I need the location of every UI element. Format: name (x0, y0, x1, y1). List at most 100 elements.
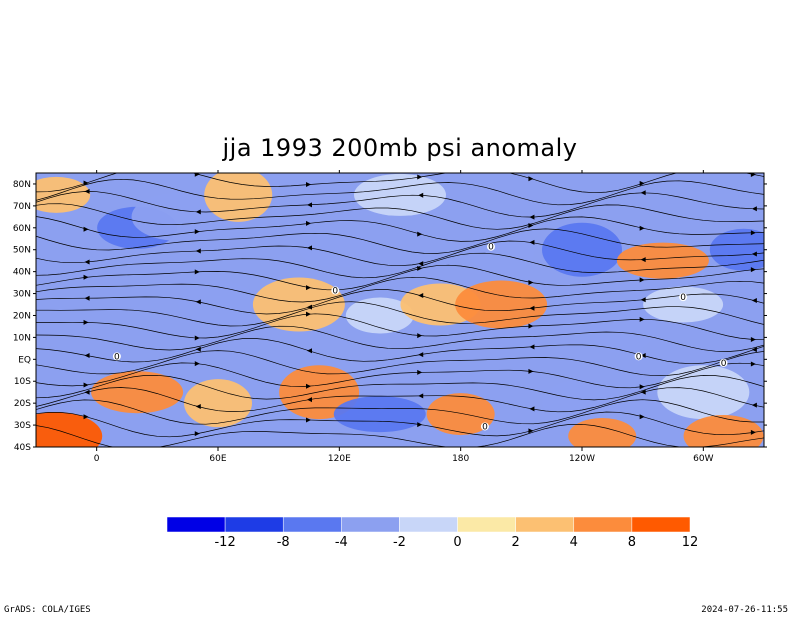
anomaly-cell (588, 299, 657, 354)
x-tick-label: 60E (209, 454, 226, 464)
streamline (36, 374, 764, 401)
streamline-arrow (194, 173, 200, 177)
anomaly-cell (709, 228, 764, 271)
streamline-arrow (751, 402, 757, 408)
streamline-arrow (528, 368, 534, 374)
streamline-arrow (640, 190, 646, 196)
streamline (36, 228, 764, 254)
anomaly-cell (252, 277, 345, 332)
contour-label-bg (679, 293, 688, 302)
streamline-arrow (418, 352, 424, 358)
streamline-arrow (529, 239, 535, 245)
streamline-arrow (83, 180, 89, 186)
colorbar-swatch (457, 516, 516, 533)
streamline-arrow (640, 297, 646, 303)
colorbar-swatch (282, 516, 342, 533)
colorbar-swatch (515, 516, 575, 533)
streamline-arrow (84, 295, 90, 301)
streamline-arrow (529, 214, 535, 220)
streamline-arrow (306, 311, 311, 317)
streamline-arrow (418, 393, 424, 399)
y-tick-label: 20N (13, 311, 31, 321)
streamline-arrow (306, 182, 311, 188)
y-tick-label: 70N (13, 202, 31, 212)
colorbar-swatch (224, 516, 284, 533)
contour-label: 0 (680, 293, 686, 303)
footer-credit: GrADS: COLA/IGES (4, 605, 91, 615)
streamline (36, 423, 764, 447)
streamline-arrow (194, 335, 200, 341)
anomaly-cell (455, 280, 548, 329)
streamline-arrow (417, 369, 423, 375)
contour-label: 0 (114, 352, 120, 362)
streamline-arrow (750, 173, 756, 177)
streamline-arrow (195, 403, 201, 409)
x-tick-label: 180 (452, 454, 469, 464)
streamline-arrow (529, 305, 535, 311)
streamline-arrow (84, 259, 90, 265)
y-tick-label: EQ (18, 355, 31, 365)
y-tick-label: 20S (14, 399, 31, 409)
streamline-arrow (639, 277, 645, 283)
anomaly-cell (542, 222, 622, 277)
colorbar-label: 2 (512, 535, 520, 550)
colorbar-label: 8 (628, 535, 636, 550)
streamline-arrow (194, 269, 200, 275)
colorbar-swatch (631, 516, 691, 533)
anomaly-cell (299, 231, 380, 268)
colorbar-swatch (341, 516, 400, 533)
streamline-arrow (84, 389, 90, 395)
streamline-arrow (306, 417, 311, 423)
contour-label: 0 (482, 422, 488, 432)
streamline-arrow (195, 299, 201, 305)
contour-label-bg (487, 242, 495, 251)
contour-label-bg (112, 352, 121, 361)
streamline-arrow (640, 352, 646, 358)
y-tick-label: 80N (13, 180, 31, 190)
streamline-arrow (83, 226, 89, 232)
streamline-arrow (528, 222, 534, 228)
y-tick-label: 60N (13, 224, 31, 234)
y-tick-label: 30S (14, 421, 31, 431)
streamline-arrow (751, 206, 757, 212)
streamline-arrow (194, 361, 200, 367)
colorbar-label: -8 (277, 535, 290, 550)
y-tick-label: 50N (13, 246, 31, 256)
colorbar-swatch (573, 516, 633, 533)
anomaly-cell (345, 297, 414, 334)
streamline (36, 399, 764, 425)
x-tick-label: 0 (94, 454, 100, 464)
anomaly-cell (178, 280, 258, 329)
streamline-arrow (417, 265, 423, 271)
streamline-arrow (194, 431, 200, 437)
streamline-arrow (640, 389, 646, 395)
streamline-arrow (84, 353, 90, 359)
streamline-arrow (750, 361, 756, 367)
streamline-arrow (83, 414, 89, 420)
streamline-arrow (529, 344, 535, 350)
streamline-arrow (195, 209, 201, 215)
contour-label: 0 (332, 287, 338, 297)
streamlines (36, 173, 764, 447)
streamline (36, 276, 764, 303)
contour-label-bg (331, 286, 340, 295)
streamline-arrow (306, 285, 311, 291)
anomaly-cell (683, 415, 764, 447)
streamline-arrow (307, 304, 312, 310)
streamline-arrow (528, 428, 534, 434)
contour-label: 0 (488, 243, 494, 253)
contour-label: 0 (721, 359, 727, 369)
anomaly-cell (184, 379, 252, 428)
streamline-arrow (750, 336, 756, 342)
streamline (36, 350, 764, 377)
contour-label-bg (480, 422, 489, 431)
streamline-arrow (639, 316, 645, 322)
y-tick-label: 40N (13, 268, 31, 278)
streamline-arrow (307, 245, 312, 251)
x-tick-label: 60W (693, 454, 713, 464)
colorbar-label: -4 (335, 535, 348, 550)
streamline-arrow (750, 230, 756, 236)
streamline-arrow (83, 319, 89, 325)
anomaly-cell (616, 242, 709, 279)
